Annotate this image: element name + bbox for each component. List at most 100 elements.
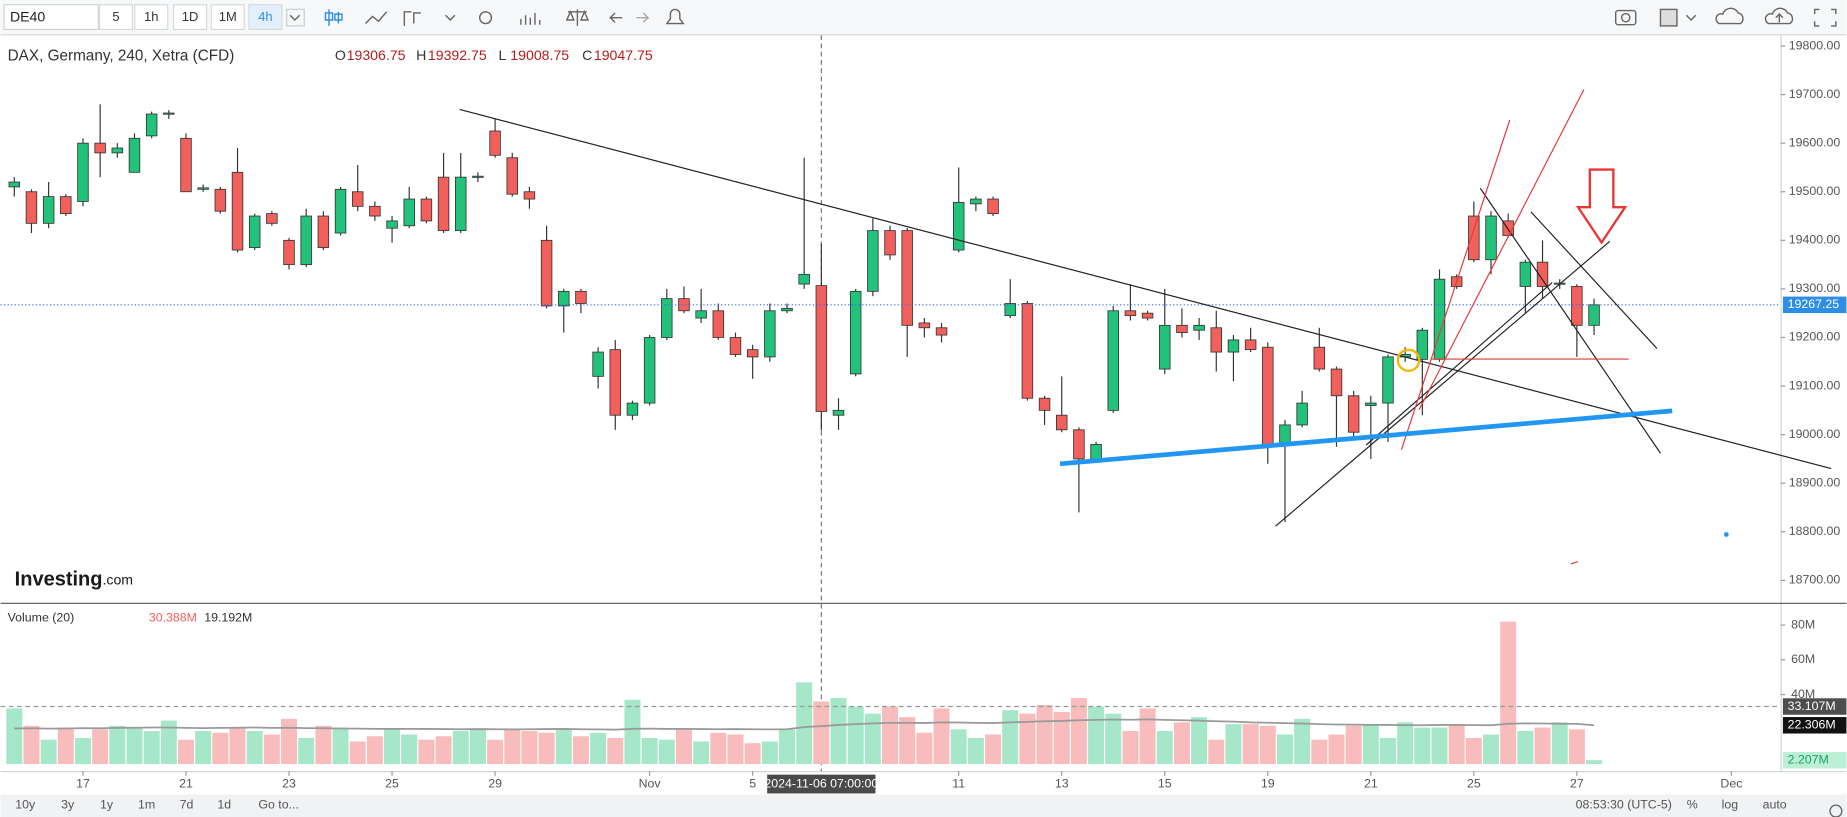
volume-bar xyxy=(864,713,881,765)
volume-bar xyxy=(727,734,744,765)
volume-bar xyxy=(23,725,40,765)
indicators-icon[interactable] xyxy=(520,12,541,25)
candle-body xyxy=(180,137,192,193)
interval-label[interactable]: 1M xyxy=(219,9,237,24)
interval-button[interactable] xyxy=(248,4,283,31)
symbol: DE40 xyxy=(10,8,45,24)
range-button[interactable]: 1m xyxy=(138,797,155,811)
interval-button[interactable] xyxy=(210,4,245,31)
interval-button[interactable] xyxy=(98,4,133,31)
bars-icon[interactable] xyxy=(403,11,421,26)
redo-icon[interactable] xyxy=(636,12,650,23)
candle-body xyxy=(781,307,793,312)
line-icon[interactable] xyxy=(364,11,388,25)
volume-bar xyxy=(315,725,332,765)
symbol-box[interactable] xyxy=(3,4,99,31)
settings-icon[interactable] xyxy=(478,11,493,25)
ohlc-key: H xyxy=(416,47,426,63)
volume-bar xyxy=(92,729,109,765)
candles-icon[interactable] xyxy=(324,9,343,26)
candle-body xyxy=(1485,215,1497,261)
candle-body xyxy=(1313,346,1326,370)
volume-marker xyxy=(1782,717,1847,734)
volume-legend-value: 19.192M xyxy=(204,610,252,624)
volume-legend-value: 30.388M xyxy=(149,610,197,624)
candle-body xyxy=(1193,324,1205,331)
interval-label[interactable]: 1D xyxy=(182,9,199,24)
interval-label[interactable]: 1h xyxy=(144,9,158,24)
volume-bar xyxy=(778,729,795,765)
volume-bar xyxy=(1036,704,1053,765)
range-button[interactable]: 7d xyxy=(180,797,194,811)
scale-option[interactable]: % xyxy=(1687,797,1698,811)
overlay: DE40 5 1h 1D 1M 4h 33.107M 22.306M 2.207M 19267.2… xyxy=(8,4,1847,811)
cloud-load-icon[interactable] xyxy=(1715,7,1744,25)
toolbar-icons[interactable] xyxy=(285,7,1843,817)
volume-bar xyxy=(572,736,589,765)
down-arrow xyxy=(1575,168,1628,245)
range-button[interactable]: 1y xyxy=(100,797,114,811)
volume-bar xyxy=(744,743,761,765)
volume-bar xyxy=(143,731,160,765)
candle-body xyxy=(1244,339,1257,351)
volume-bar xyxy=(675,729,692,765)
volume-bar xyxy=(298,737,315,765)
interval-button[interactable] xyxy=(173,4,208,31)
scale-option[interactable]: log xyxy=(1722,797,1739,811)
candle-body xyxy=(609,349,622,416)
volume-bar xyxy=(57,727,74,765)
volume-bar xyxy=(1276,734,1293,765)
candle-body xyxy=(849,290,862,375)
candle-body xyxy=(815,285,828,412)
logo-suffix: .com xyxy=(102,571,133,587)
dropdown[interactable] xyxy=(285,8,305,27)
candle-body xyxy=(678,298,690,312)
ohlc-value: 19008.75 xyxy=(510,47,569,63)
fullscreen-icon[interactable] xyxy=(1813,8,1837,27)
range-button[interactable]: 3y xyxy=(61,797,75,811)
cloud-save-icon[interactable] xyxy=(1764,7,1794,25)
ohlc-value: 19047.75 xyxy=(594,47,653,63)
volume-bar xyxy=(641,737,658,765)
volume-bar xyxy=(813,701,830,765)
volume-bar xyxy=(967,737,984,765)
interval-label[interactable]: 4h xyxy=(258,9,272,24)
camera-icon[interactable] xyxy=(1615,9,1637,26)
candle-body xyxy=(386,220,398,229)
volume-bar xyxy=(435,736,452,765)
volume-bar xyxy=(607,737,624,765)
volume-bar xyxy=(74,737,91,765)
x-tick-label: 25 xyxy=(385,776,399,790)
volume-bar xyxy=(1294,718,1311,765)
interval-label[interactable]: 5 xyxy=(112,9,119,24)
candle-body xyxy=(1571,286,1583,326)
volume-bar xyxy=(160,720,177,765)
x-tick-label: Nov xyxy=(639,776,662,790)
crosshair-label: 2024-11-06 07:00:00 xyxy=(764,776,878,790)
x-tick-label: Dec xyxy=(1720,776,1742,790)
candle-body xyxy=(918,322,931,329)
y-tick-label: 19100.00 xyxy=(1789,378,1841,392)
candle-body xyxy=(283,239,295,266)
scale-option[interactable]: auto xyxy=(1763,797,1787,811)
goto-button[interactable]: Go to... xyxy=(258,797,299,811)
candle-body xyxy=(8,181,21,188)
theme-icon[interactable] xyxy=(1659,8,1678,27)
candle-body xyxy=(540,239,553,307)
candle-body xyxy=(506,157,518,195)
camera-lens xyxy=(1620,12,1631,23)
range-button[interactable]: 1d xyxy=(217,797,231,811)
compare-icon[interactable] xyxy=(565,9,590,26)
volume-bar xyxy=(761,741,778,765)
interval-button[interactable] xyxy=(134,4,169,31)
candle-body xyxy=(1159,324,1171,370)
range-button[interactable]: 10y xyxy=(15,797,36,811)
alert-icon[interactable] xyxy=(665,8,685,25)
volume-bar xyxy=(1328,734,1345,765)
candle-body xyxy=(575,290,587,304)
candle-body xyxy=(128,137,141,173)
undo-icon[interactable] xyxy=(608,12,623,23)
volume-bar xyxy=(590,732,607,765)
volume-title: Volume (20) xyxy=(8,610,75,624)
